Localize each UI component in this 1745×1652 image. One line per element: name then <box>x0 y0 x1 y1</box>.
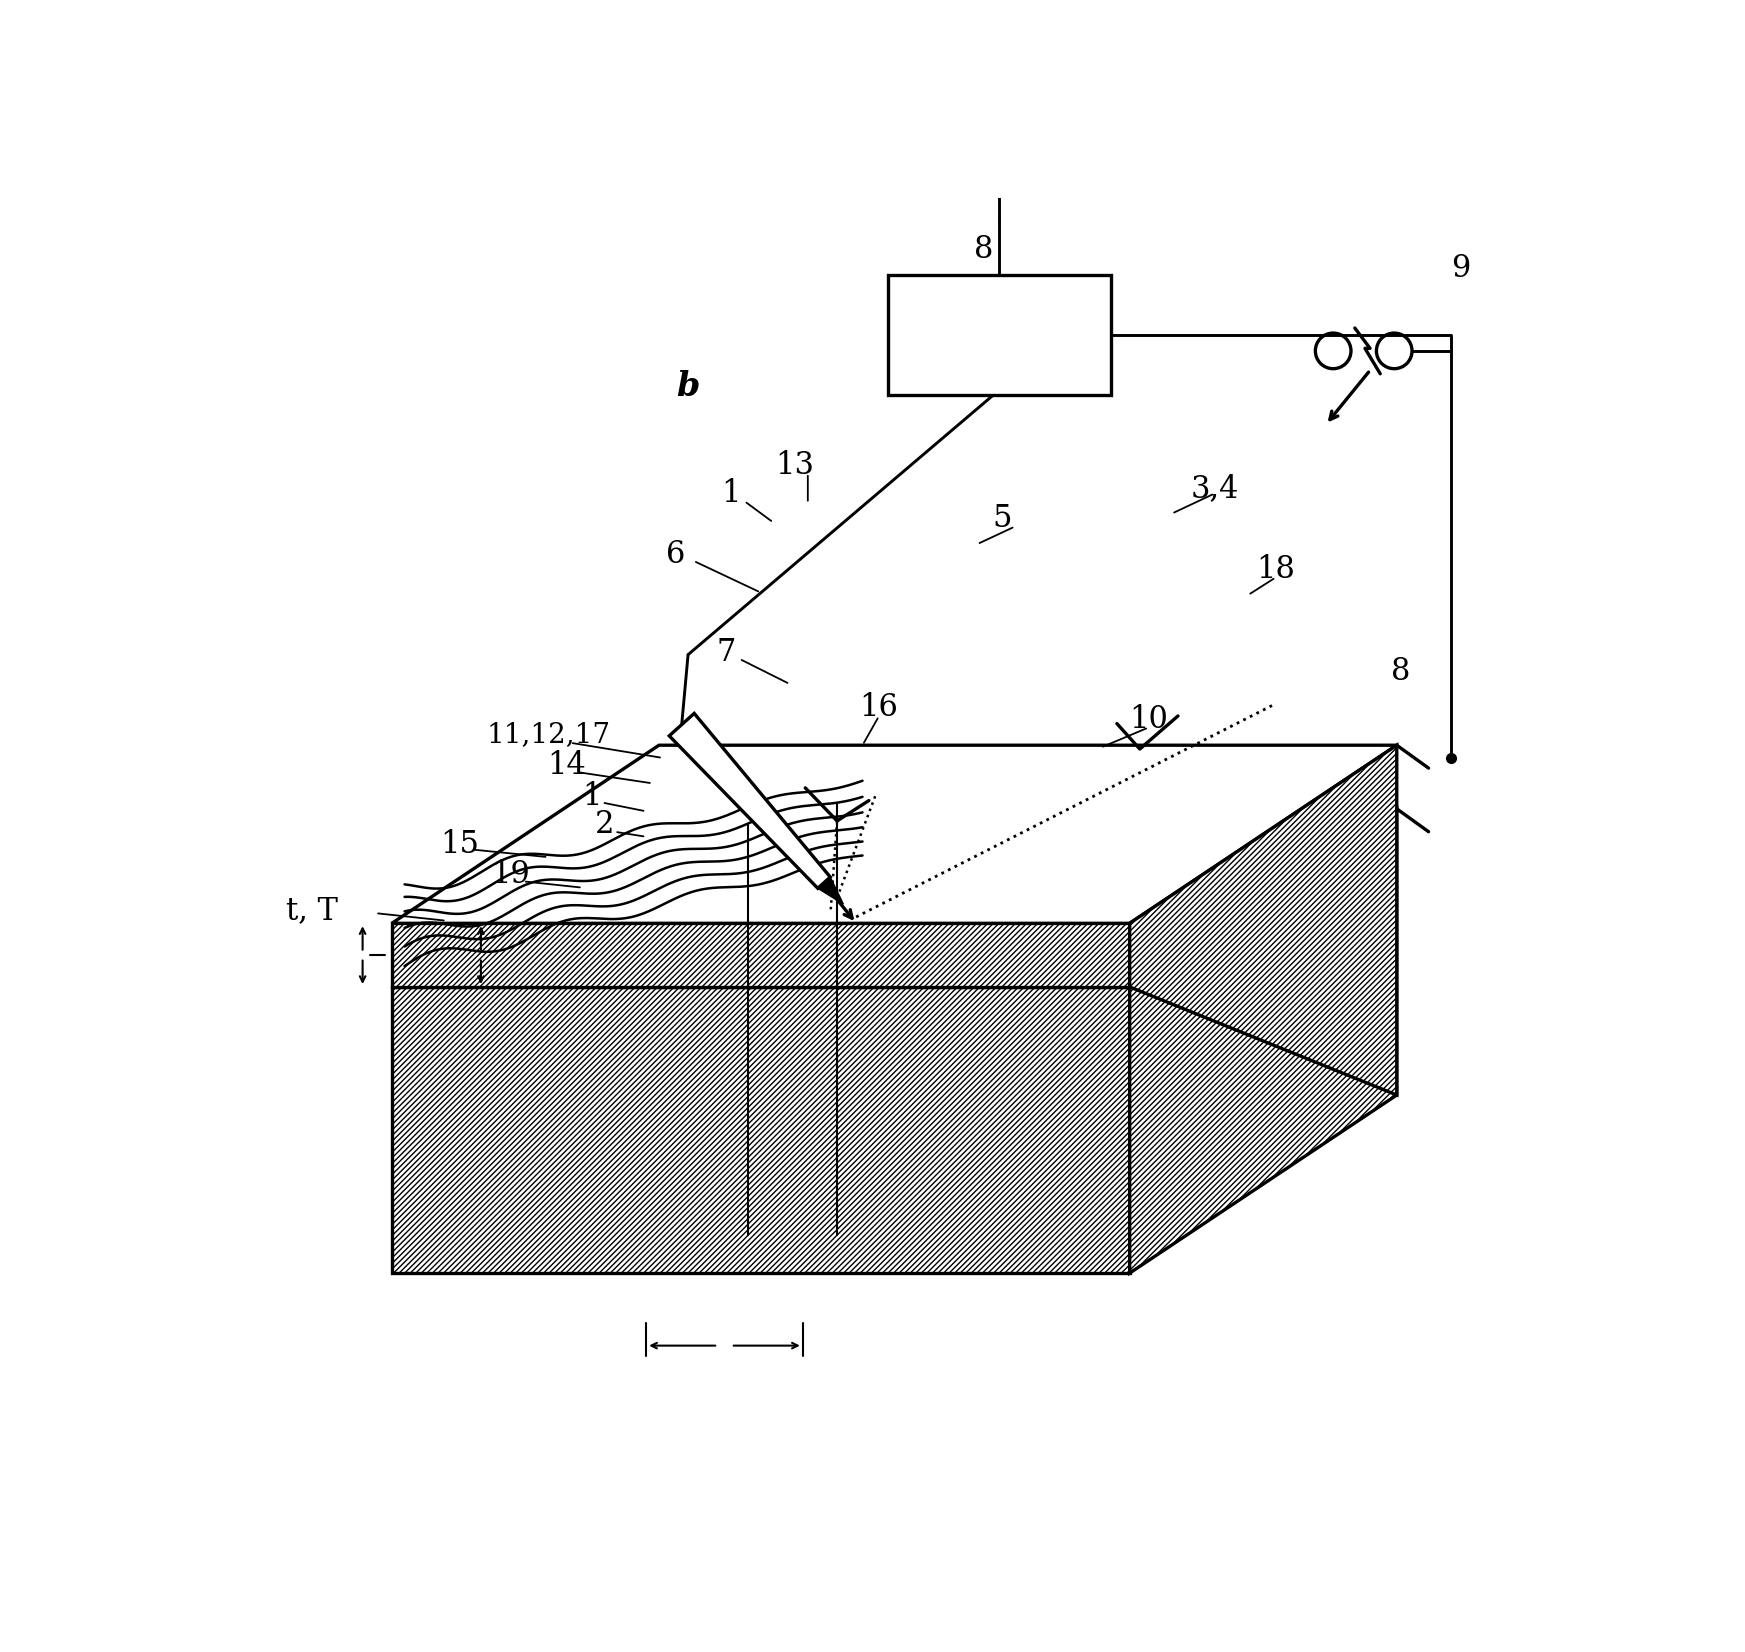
Text: 1: 1 <box>581 781 602 811</box>
Text: 10: 10 <box>1129 704 1167 735</box>
Text: 15: 15 <box>440 829 478 861</box>
Polygon shape <box>1129 745 1396 1095</box>
Polygon shape <box>1129 809 1396 1274</box>
Polygon shape <box>393 745 1396 923</box>
Text: 11,12,17: 11,12,17 <box>487 722 611 748</box>
Polygon shape <box>393 923 1129 986</box>
Text: t, T: t, T <box>286 895 337 927</box>
Text: 3,4: 3,4 <box>1190 472 1239 504</box>
Polygon shape <box>670 714 831 889</box>
Text: 13: 13 <box>775 449 815 481</box>
Text: 9: 9 <box>1450 253 1469 284</box>
Text: 14: 14 <box>546 750 586 781</box>
Text: b: b <box>677 370 700 403</box>
Text: 16: 16 <box>860 692 899 722</box>
Text: 8: 8 <box>1391 656 1410 687</box>
Polygon shape <box>818 877 843 904</box>
Text: 6: 6 <box>667 539 686 570</box>
Bar <box>888 274 1110 395</box>
Text: 8: 8 <box>974 233 993 264</box>
Polygon shape <box>393 809 1396 986</box>
Polygon shape <box>393 986 1129 1274</box>
Text: 7: 7 <box>717 638 736 667</box>
Text: 1: 1 <box>722 477 742 509</box>
Text: 19: 19 <box>490 859 529 890</box>
Text: 5: 5 <box>993 504 1012 534</box>
Text: 2: 2 <box>595 808 614 839</box>
Text: 18: 18 <box>1256 553 1295 585</box>
